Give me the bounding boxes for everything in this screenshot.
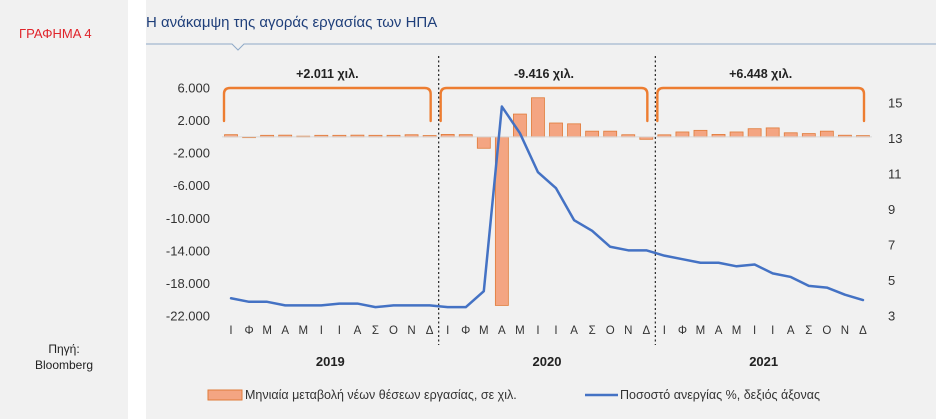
month-label: Ι (536, 325, 539, 337)
annotation-braces (222, 86, 866, 123)
month-label: Ο (822, 325, 831, 337)
bar (675, 131, 690, 138)
month-label: Ν (841, 325, 849, 337)
annotation-brace (439, 86, 649, 123)
month-label: Δ (642, 325, 650, 337)
left-tick-label: 2.000 (177, 113, 210, 128)
left-tick-label: -14.000 (166, 243, 210, 258)
annotation-brace (222, 86, 432, 123)
legend: Μηνιαία μεταβολή νέων θέσεων εργασίας, σ… (207, 388, 820, 402)
annotation-label: +6.448 χιλ. (729, 67, 792, 81)
month-label: Δ (859, 325, 867, 337)
month-label: Μ (696, 325, 706, 337)
legend-bar-swatch (207, 389, 243, 401)
annotation-label: -9.416 χιλ. (514, 67, 574, 81)
right-tick-label: 3 (888, 309, 895, 324)
annotation-brace (656, 86, 866, 123)
annotation-label: +2.011 χιλ. (296, 67, 358, 81)
month-label: Μ (515, 325, 525, 337)
month-label: Ο (606, 325, 615, 337)
year-dividers (438, 56, 656, 345)
month-label: Α (498, 325, 506, 337)
source-note: Πηγή: Bloomberg (0, 341, 128, 373)
month-label: Ι (663, 325, 666, 337)
month-label: Α (354, 325, 362, 337)
source-name: Bloomberg (34, 358, 94, 372)
sidebar-panel (0, 0, 128, 419)
bar (567, 123, 581, 138)
bar (819, 130, 834, 138)
bar (476, 136, 491, 149)
month-label: Φ (461, 325, 470, 337)
chart-title: Η ανάκαμψη της αγοράς εργασίας των ΗΠΑ (146, 14, 438, 31)
right-tick-label: 13 (888, 131, 902, 146)
figure-label: ΓΡΑΦΗΜΑ 4 (19, 26, 92, 41)
month-label: Α (787, 325, 795, 337)
bars-layer (224, 97, 870, 306)
right-tick-label: 11 (888, 167, 902, 182)
right-tick-label: 15 (888, 96, 902, 111)
month-label: Ν (407, 325, 415, 337)
bar (693, 129, 708, 138)
bar (747, 128, 762, 138)
left-tick-label: 6.000 (177, 81, 210, 96)
month-label: Ι (554, 325, 557, 337)
bar (729, 131, 744, 138)
left-tick-label: -10.000 (166, 211, 210, 226)
month-label: Ι (771, 325, 774, 337)
month-label: Ο (389, 325, 398, 337)
year-label: 2020 (533, 354, 562, 369)
month-label: Ι (446, 325, 449, 337)
right-tick-label: 9 (888, 202, 895, 217)
source-label: Πηγή: (48, 342, 80, 356)
left-axis-ticks: 6.000 2.000 -2.000 -6.000 -10.000 -14.000 -18.… (166, 81, 210, 324)
chart-panel (146, 0, 936, 419)
year-labels: 2019 2020 2021 (316, 354, 778, 369)
month-label: Α (281, 325, 289, 337)
left-tick-label: -6.000 (173, 178, 210, 193)
unemployment-line (229, 105, 865, 309)
month-label: Φ (678, 325, 687, 337)
legend-line-label: Ποσοστό ανεργίας %, δεξιός άξονας (620, 388, 820, 402)
month-label: Σ (589, 325, 596, 337)
left-tick-label: -18.000 (166, 276, 210, 291)
month-label: Μ (298, 325, 308, 337)
year-label: 2019 (316, 354, 345, 369)
right-tick-label: 7 (888, 238, 895, 253)
month-label: Μ (732, 325, 742, 337)
month-label: Δ (426, 325, 434, 337)
month-label: Φ (244, 325, 253, 337)
month-label: Ι (320, 325, 323, 337)
left-tick-label: -22.000 (166, 309, 210, 324)
bar (783, 132, 798, 138)
month-label: Σ (805, 325, 812, 337)
bar (549, 122, 563, 138)
right-axis-ticks: 15 13 11 9 7 5 3 (888, 96, 902, 324)
bar (603, 130, 618, 138)
month-label: Ι (338, 325, 341, 337)
month-label: Μ (262, 325, 272, 337)
month-label: Ι (229, 325, 232, 337)
month-label: Ι (753, 325, 756, 337)
legend-bar-label: Μηνιαία μεταβολή νέων θέσεων εργασίας, σ… (245, 388, 517, 402)
month-label: Ν (624, 325, 632, 337)
year-label: 2021 (749, 354, 778, 369)
month-label: Σ (372, 325, 379, 337)
annotation-labels: +2.011 χιλ. -9.416 χιλ. +6.448 χιλ. (296, 67, 792, 81)
bar (585, 130, 600, 138)
month-label: Μ (479, 325, 489, 337)
left-tick-label: -2.000 (173, 146, 210, 161)
bar (531, 97, 545, 138)
right-tick-label: 5 (888, 273, 895, 288)
month-label: Α (715, 325, 723, 337)
bar (765, 127, 780, 138)
title-underline (146, 43, 936, 51)
month-label: Α (570, 325, 578, 337)
